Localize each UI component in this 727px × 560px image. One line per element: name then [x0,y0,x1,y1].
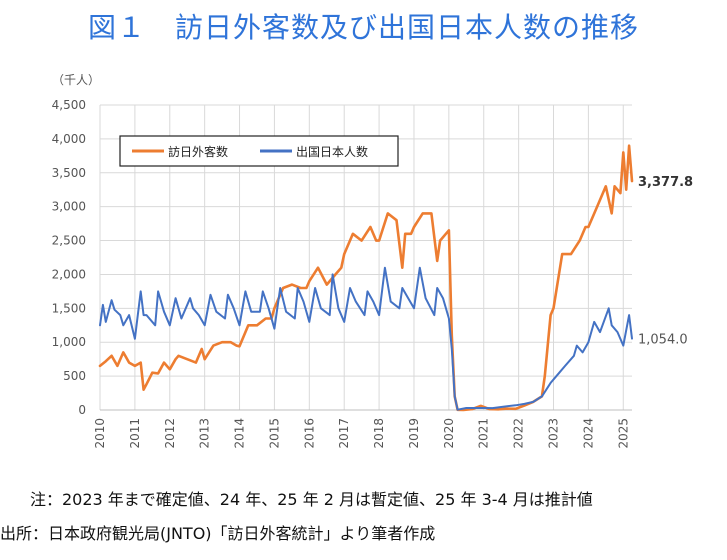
y-tick-label: 4,500 [52,98,86,112]
x-tick-label: 2018 [372,418,386,449]
y-tick-label: 4,000 [52,132,86,146]
y-tick-label: 3,000 [52,200,86,214]
x-tick-label: 2022 [512,418,526,449]
x-tick-label: 2025 [616,418,630,449]
end-labels: 3,377.8 1,054.0 [638,175,693,348]
x-tick-label: 2014 [233,418,247,449]
legend-box [119,135,399,167]
x-tick-label: 2023 [547,418,561,449]
line-chart: （千人） 0 500 1,000 1,500 2,000 2,500 3,000 3,500 4… [52,73,693,449]
x-tick-label: 2016 [302,418,316,449]
y-tick-label: 1,500 [52,301,86,315]
legend-label-visitors: 訪日外客数 [168,144,228,159]
departures-end-label: 1,054.0 [638,333,688,348]
x-tick-label: 2017 [337,418,351,449]
y-tick-label: 1,000 [52,335,86,349]
legend: 訪日外客数 出国日本人数 [119,135,399,167]
x-tick-label: 2013 [198,418,212,449]
y-tick-label: 2,000 [52,267,86,281]
x-axis-ticks: 2010 2011 2012 2013 2014 2015 2016 2017 2018 2019… [93,418,630,449]
x-tick-label: 2019 [407,418,421,449]
departures-line [99,266,633,411]
y-tick-label: 0 [78,403,86,417]
x-tick-label: 2010 [93,418,107,449]
y-tick-label: 500 [63,369,86,383]
visitors-line [98,144,634,412]
x-tick-label: 2012 [163,418,177,449]
chart-title: 図１ 訪日外客数及び出国日本人数の推移 [87,11,639,44]
y-tick-label: 3,500 [52,166,86,180]
x-tick-label: 2011 [128,418,142,449]
x-tick-label: 2020 [442,418,456,449]
footnote: 注：2023 年まで確定値、24 年、25 年 2 月は暫定値、25 年 3-4… [30,490,593,509]
visitors-end-label: 3,377.8 [638,175,693,190]
source-note: 出所：日本政府観光局(JNTO)「訪日外客統計」より筆者作成 [0,524,436,543]
y-tick-label: 2,500 [52,234,86,248]
x-tick-label: 2021 [477,418,491,449]
y-axis-ticks: 0 500 1,000 1,500 2,000 2,500 3,000 3,500 4,000 4… [52,98,86,417]
series-lines [98,144,634,412]
legend-label-departures: 出国日本人数 [296,144,368,159]
x-tick-label: 2015 [267,418,281,449]
x-tick-label: 2024 [581,418,595,449]
y-axis-unit-label: （千人） [52,73,100,87]
